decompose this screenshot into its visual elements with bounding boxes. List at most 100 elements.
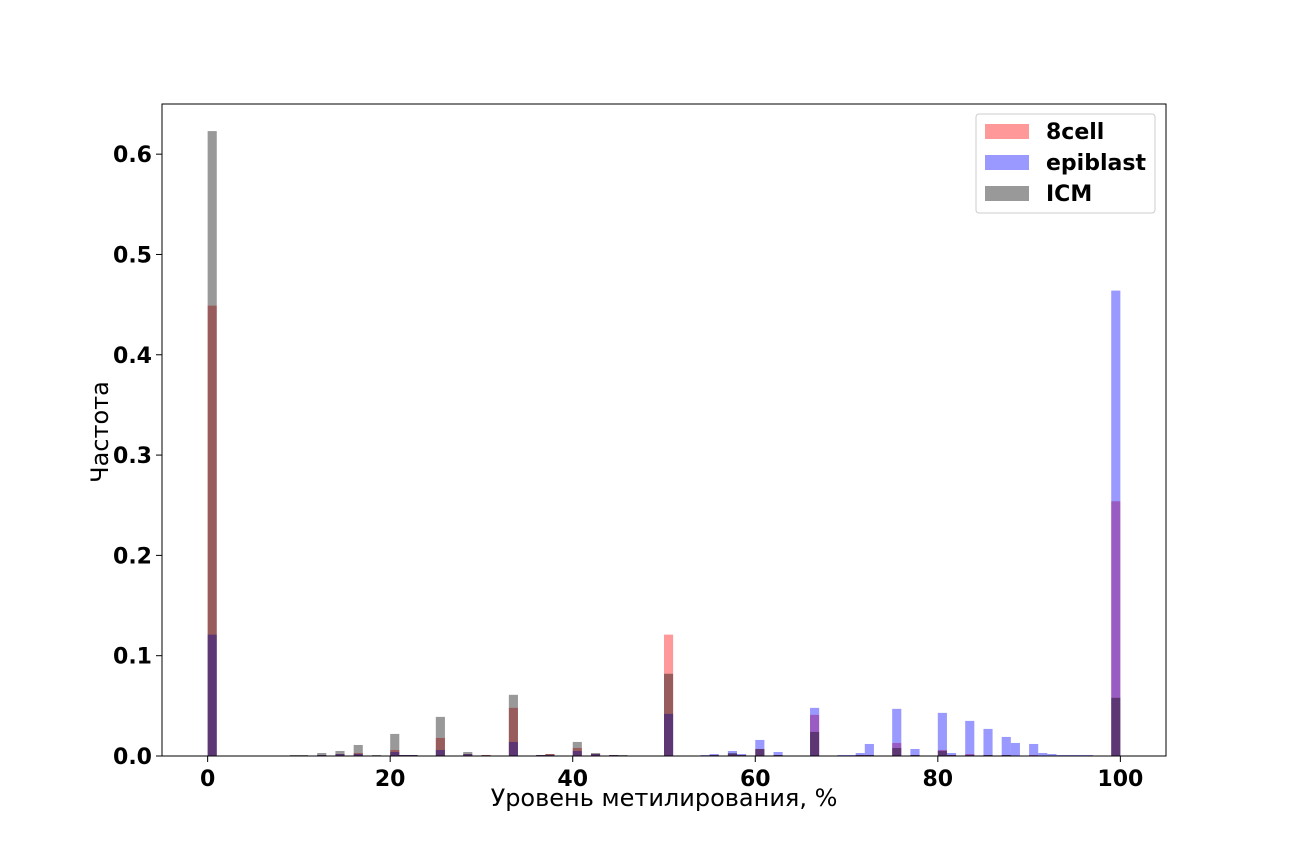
bar-icm-22 <box>408 754 418 756</box>
bar-8cell-14 <box>335 753 345 756</box>
bar-icm-50 <box>664 673 674 756</box>
bar-icm-33 <box>508 694 518 756</box>
bar-epiblast-16 <box>353 753 363 756</box>
bar-epiblast-99 <box>1111 290 1121 756</box>
bar-icm-77 <box>910 754 920 756</box>
bar-icm-80 <box>937 750 947 756</box>
x-tick-label-20: 20 <box>375 767 406 792</box>
bar-epiblast-83 <box>965 720 975 756</box>
bars-layer <box>207 131 1121 757</box>
bar-icm-30 <box>481 754 491 756</box>
bar-epiblast-40 <box>572 750 582 756</box>
bar-icm-16 <box>353 744 363 756</box>
y-axis-title: Частота <box>86 381 114 483</box>
bar-epiblast-57 <box>727 750 738 756</box>
bar-epiblast-60 <box>755 739 765 756</box>
bar-icm-83 <box>965 754 975 756</box>
bar-epiblast-20 <box>390 751 400 756</box>
bar-8cell-40 <box>572 747 582 756</box>
bar-epiblast-50 <box>664 713 674 756</box>
legend-swatch-epiblast <box>985 155 1029 170</box>
bar-epiblast-94 <box>1065 754 1075 756</box>
bar-8cell-36 <box>536 754 546 756</box>
legend-label-icm: ICM <box>1046 182 1092 207</box>
bar-8cell-99 <box>1111 501 1121 756</box>
legend-swatch-icm <box>985 186 1029 201</box>
bar-icm-21 <box>399 754 409 756</box>
bar-epiblast-14 <box>335 753 345 756</box>
bar-epiblast-95 <box>1074 754 1084 756</box>
bar-epiblast-66 <box>810 707 820 756</box>
bar-epiblast-28 <box>463 753 473 756</box>
y-tick-label-0.5: 0.5 <box>113 243 152 268</box>
bar-icm-9 <box>289 754 299 756</box>
bar-8cell-80 <box>937 749 947 756</box>
bar-epiblast-12 <box>317 754 327 756</box>
bar-8cell-85 <box>983 754 993 756</box>
bar-epiblast-75 <box>892 708 902 756</box>
bar-8cell-0 <box>207 305 217 756</box>
bar-8cell-57 <box>727 753 738 756</box>
bar-epiblast-91 <box>1038 752 1048 756</box>
bar-icm-57 <box>727 752 738 756</box>
bar-icm-60 <box>755 748 765 756</box>
bar-8cell-25 <box>435 737 445 756</box>
bar-icm-25 <box>435 716 445 756</box>
bar-8cell-30 <box>481 754 491 756</box>
y-tick-label-0.1: 0.1 <box>113 645 152 670</box>
bar-epiblast-85 <box>983 728 993 756</box>
bar-8cell-90 <box>1029 754 1039 756</box>
bar-icm-62 <box>773 754 783 756</box>
y-tick-label-0.3: 0.3 <box>113 444 152 469</box>
bar-epiblast-80 <box>937 712 947 756</box>
bar-icm-12 <box>317 752 327 756</box>
bar-icm-85 <box>983 754 993 756</box>
bar-epiblast-90 <box>1029 743 1039 756</box>
bar-icm-44 <box>609 754 619 756</box>
bar-8cell-58 <box>737 754 747 756</box>
bar-icm-58 <box>737 754 747 756</box>
bar-epiblast-33 <box>508 741 518 756</box>
bar-epiblast-54 <box>700 754 710 756</box>
bar-icm-45 <box>618 754 628 756</box>
y-tick-label-0.0: 0.0 <box>113 745 152 770</box>
bar-icm-75 <box>892 747 902 756</box>
x-tick-label-60: 60 <box>740 767 771 792</box>
bar-8cell-62 <box>773 754 783 756</box>
bar-8cell-55 <box>709 754 719 756</box>
axis-ticks: 0 20 40 60 80 100 0.0 0.1 0.2 0.3 0.4 0.5 0.6 <box>113 143 1143 792</box>
bar-8cell-87 <box>1001 754 1011 756</box>
bar-8cell-50 <box>664 634 674 756</box>
bar-icm-81 <box>946 754 957 756</box>
bar-epiblast-36 <box>536 754 546 756</box>
legend-swatch-8cell <box>985 124 1029 139</box>
y-tick-label-0.2: 0.2 <box>113 544 152 569</box>
bar-8cell-60 <box>755 748 765 756</box>
bar-epiblast-25 <box>435 749 445 756</box>
bar-icm-20 <box>390 733 400 756</box>
bar-epiblast-44 <box>609 754 619 756</box>
bar-icm-36 <box>536 754 546 756</box>
bar-8cell-12 <box>317 754 327 756</box>
bar-epiblast-42 <box>590 753 601 756</box>
bar-icm-10 <box>298 754 309 756</box>
bar-epiblast-72 <box>864 743 874 756</box>
x-tick-label-80: 80 <box>923 767 954 792</box>
bar-8cell-75 <box>892 742 902 756</box>
bar-icm-55 <box>709 754 719 756</box>
bar-8cell-20 <box>390 749 400 756</box>
bar-epiblast-69 <box>837 754 847 756</box>
bar-icm-42 <box>590 752 601 756</box>
bar-8cell-33 <box>508 707 518 756</box>
bar-8cell-77 <box>910 754 920 756</box>
bar-icm-87 <box>1001 754 1011 756</box>
bar-epiblast-37 <box>545 754 555 756</box>
bar-8cell-21 <box>399 754 409 756</box>
bar-epiblast-92 <box>1047 753 1057 756</box>
bar-epiblast-58 <box>737 753 747 756</box>
bar-icm-37 <box>545 753 555 756</box>
legend-label-8cell: 8cell <box>1046 120 1104 145</box>
x-tick-label-100: 100 <box>1097 767 1143 792</box>
bar-icm-0 <box>207 131 217 757</box>
